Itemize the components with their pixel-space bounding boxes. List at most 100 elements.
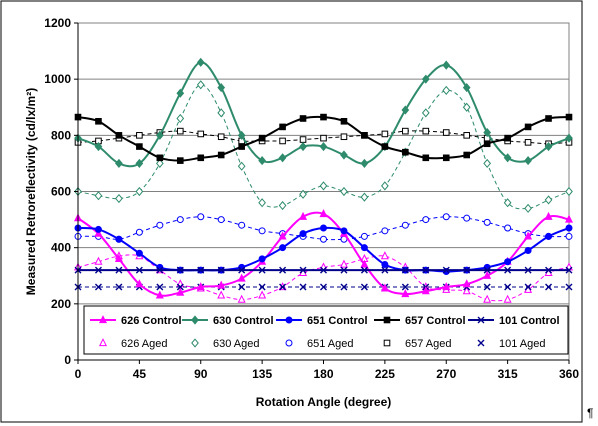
data-point [237, 130, 246, 140]
data-point [463, 132, 471, 139]
data-point [176, 266, 184, 274]
data-point [176, 283, 184, 291]
data-point [279, 137, 286, 145]
data-point [217, 280, 226, 289]
data-point [442, 266, 450, 274]
data-point [279, 123, 286, 131]
data-point [360, 244, 368, 252]
data-point [421, 108, 430, 118]
data-point [197, 266, 205, 274]
data-point [217, 216, 225, 224]
data-point [320, 235, 327, 243]
y-tick-label: 1000 [44, 72, 71, 86]
data-point [565, 133, 573, 143]
data-point [319, 209, 328, 218]
data-point [524, 246, 532, 254]
data-point [462, 102, 471, 112]
data-point [381, 261, 389, 269]
legend-entry: 651 Aged [285, 338, 354, 350]
legend-label: 626 Aged [121, 338, 168, 350]
data-point [340, 186, 348, 197]
data-point [258, 227, 266, 235]
legend-entry: 101 Aged [477, 338, 546, 350]
data-point [564, 214, 574, 223]
data-point [463, 214, 471, 222]
x-tick-label: 315 [498, 367, 518, 381]
data-point [135, 266, 143, 274]
data-point [115, 158, 123, 168]
data-point [237, 273, 246, 282]
data-point [483, 283, 491, 291]
data-point [115, 266, 123, 274]
data-point [504, 134, 511, 142]
data-point [544, 195, 553, 205]
data-point [422, 154, 430, 162]
data-point [135, 186, 144, 197]
data-point [360, 192, 369, 202]
x-tick-label: 225 [375, 367, 395, 381]
legend-label: 651 Aged [307, 338, 354, 350]
data-point [299, 141, 307, 152]
data-point [360, 259, 369, 268]
data-point [340, 117, 348, 125]
data-point [299, 211, 308, 220]
data-point [94, 228, 103, 237]
data-point [135, 158, 144, 168]
data-point [545, 266, 553, 274]
y-tick-label: 800 [51, 128, 71, 142]
data-point [217, 83, 226, 93]
legend-entry: 101 Control [468, 315, 560, 327]
data-point [320, 283, 327, 291]
data-point [197, 213, 205, 221]
data-point [278, 200, 287, 211]
legend-entry: 626 Control [90, 315, 182, 327]
data-point [285, 316, 293, 324]
data-point [422, 127, 430, 135]
legend-entry: 657 Aged [383, 338, 452, 350]
data-point [258, 290, 267, 299]
data-point [524, 203, 532, 213]
data-point [135, 249, 143, 257]
legend-label: 657 Aged [405, 338, 452, 350]
data-point [320, 113, 327, 121]
data-point [381, 130, 389, 138]
data-point [238, 221, 246, 229]
data-point [401, 105, 410, 115]
data-point [217, 266, 225, 274]
data-point [238, 283, 246, 291]
data-point [156, 221, 164, 229]
legend-label: 630 Control [213, 315, 274, 327]
data-point [155, 130, 164, 140]
data-point [115, 132, 123, 139]
data-point [483, 266, 491, 274]
data-point [191, 315, 199, 325]
data-point [197, 130, 205, 138]
data-point [340, 227, 348, 235]
data-point [98, 338, 108, 347]
data-point [155, 158, 164, 168]
data-point [285, 339, 293, 347]
data-point [258, 198, 266, 208]
data-point [135, 228, 143, 236]
legend-label: 626 Control [121, 315, 182, 327]
data-point [422, 216, 430, 224]
data-point [383, 316, 391, 324]
data-point [524, 139, 532, 146]
data-point [401, 289, 410, 298]
data-point [238, 143, 245, 150]
data-point [238, 266, 246, 274]
legend-label: 630 Aged [213, 338, 260, 350]
data-point [299, 283, 307, 291]
data-point [258, 156, 266, 166]
data-point [483, 294, 492, 303]
data-point [504, 258, 512, 266]
legend-entry: 630 Aged [191, 338, 260, 350]
data-point [381, 266, 389, 274]
data-point [483, 127, 492, 138]
data-point [279, 266, 287, 274]
data-point [401, 283, 409, 291]
data-point [401, 221, 409, 229]
data-point [565, 266, 573, 274]
data-point [258, 283, 266, 291]
